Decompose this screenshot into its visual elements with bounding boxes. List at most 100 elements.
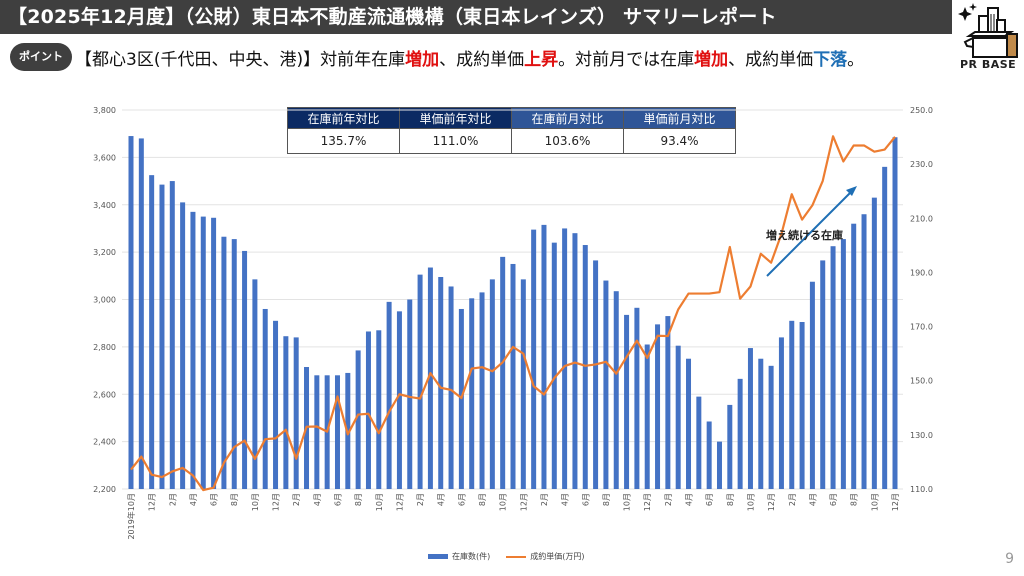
- bar: [551, 242, 557, 489]
- trend-arrow: [766, 189, 854, 277]
- point-segment: 増加: [694, 49, 729, 70]
- bar: [655, 324, 661, 489]
- x-tick-label: 6月: [457, 493, 466, 506]
- bar: [582, 245, 588, 489]
- x-tick-label: 12月: [395, 493, 404, 511]
- right-tick-label: 110.0: [910, 485, 933, 494]
- bar: [448, 286, 454, 489]
- left-tick-label: 3,400: [93, 201, 116, 210]
- arrow-head-icon: [846, 186, 857, 196]
- x-tick-label: 8月: [850, 493, 859, 506]
- x-tick-label: 8月: [354, 493, 363, 506]
- x-tick-label: 12月: [767, 493, 776, 511]
- bar: [778, 337, 784, 489]
- bar: [799, 322, 805, 489]
- bar: [809, 281, 815, 489]
- x-tick-label: 6月: [210, 493, 219, 506]
- bar: [716, 441, 722, 489]
- legend-bar-swatch: [428, 554, 448, 559]
- bar: [624, 314, 630, 489]
- bar: [262, 308, 268, 489]
- x-tick-label: 10月: [870, 493, 879, 511]
- bar: [365, 331, 371, 489]
- bar: [376, 330, 382, 489]
- left-tick-label: 2,400: [93, 438, 116, 447]
- bar: [252, 279, 258, 489]
- kpi-value: 93.4%: [623, 128, 736, 154]
- bar: [737, 378, 743, 489]
- bar: [562, 228, 568, 489]
- point-segment: 、成約単価: [439, 49, 525, 70]
- x-axis: 2019年10月 12月 2月 4月 6月 8月 10月 12月 2月 4月 6月 8月 10月 12月 2…: [126, 493, 900, 540]
- key-point: ポイント 【都心3区(千代田、中央、港)】対前年在庫増加、成約単価上昇。対前月で…: [10, 42, 864, 72]
- x-tick-label: 12月: [643, 493, 652, 511]
- point-segment: 上昇: [524, 49, 559, 70]
- x-tick-label: 10月: [623, 493, 632, 511]
- kpi-header-row: 在庫前年対比 単価前年対比 在庫前月対比 単価前月対比: [287, 107, 736, 129]
- point-segment: 増加: [405, 49, 440, 70]
- right-tick-label: 230.0: [910, 160, 933, 169]
- x-tick-label: 2月: [416, 493, 425, 506]
- x-tick-label: 8月: [602, 493, 611, 506]
- kpi-header: 在庫前年対比: [287, 107, 400, 129]
- bar: [861, 214, 867, 489]
- bar: [200, 216, 206, 489]
- left-tick-label: 3,800: [93, 106, 116, 115]
- x-tick-label: 12月: [148, 493, 157, 511]
- bar: [417, 274, 423, 489]
- report-title: 【2025年12月度】（公財）東日本不動産流通機構（東日本レインズ） サマリーレ…: [0, 0, 952, 34]
- bar: [541, 224, 547, 489]
- kpi-table: 在庫前年対比 単価前年対比 在庫前月対比 単価前月対比 135.7% 111.0…: [287, 107, 736, 154]
- bar: [479, 292, 485, 489]
- bar: [221, 236, 227, 489]
- bar: [613, 291, 619, 489]
- legend: 在庫数(件) 成約単価(万円): [428, 551, 585, 562]
- bar: [190, 211, 196, 489]
- bar: [334, 375, 340, 489]
- point-segment: 下落: [813, 49, 848, 70]
- x-tick-label: 10月: [375, 493, 384, 511]
- right-tick-label: 130.0: [910, 431, 933, 440]
- bar: [758, 358, 764, 489]
- building-box-icon: [958, 3, 1018, 58]
- kpi-value-row: 135.7% 111.0% 103.6% 93.4%: [287, 128, 736, 154]
- left-tick-label: 2,800: [93, 343, 116, 352]
- x-tick-label: 4月: [808, 493, 817, 506]
- bar: [634, 307, 640, 489]
- x-tick-label: 10月: [251, 493, 260, 511]
- legend-line-swatch: [506, 555, 527, 558]
- point-text: 【都心3区(千代田、中央、港)】対前年在庫増加、成約単価上昇。対前月では在庫増加…: [75, 45, 864, 70]
- right-tick-label: 170.0: [910, 323, 933, 332]
- bar: [427, 267, 433, 489]
- kpi-header: 在庫前月対比: [511, 107, 624, 129]
- bar: [851, 223, 857, 489]
- bar: [386, 301, 392, 489]
- right-tick-label: 150.0: [910, 377, 933, 386]
- bar: [727, 404, 733, 489]
- bar: [882, 166, 888, 489]
- bar: [644, 344, 650, 489]
- bar: [675, 345, 681, 489]
- bar: [407, 299, 413, 489]
- bar: [603, 280, 609, 489]
- page-number: 9: [1005, 551, 1014, 567]
- bar: [686, 358, 692, 489]
- point-badge: ポイント: [10, 43, 72, 71]
- price-line: [130, 135, 896, 492]
- annotation-text: 増え続ける在庫: [766, 228, 843, 242]
- point-segment: 。対前月では在庫: [558, 49, 695, 70]
- x-tick-label: 10月: [499, 493, 508, 511]
- logo: [955, 2, 1021, 74]
- bar: [180, 202, 186, 489]
- x-tick-label: 4月: [685, 493, 694, 506]
- bar: [138, 138, 144, 490]
- x-tick-label: 4月: [313, 493, 322, 506]
- bar: [438, 276, 444, 489]
- point-segment: 【都心3区(千代田、中央、港)】対前年在庫: [75, 49, 406, 70]
- point-segment: 、成約単価: [728, 49, 814, 70]
- x-tick-label: 4月: [437, 493, 446, 506]
- bar: [293, 337, 299, 489]
- x-tick-label: 6月: [581, 493, 590, 506]
- kpi-value: 103.6%: [511, 128, 624, 154]
- legend-bar-label: 在庫数(件): [452, 552, 491, 561]
